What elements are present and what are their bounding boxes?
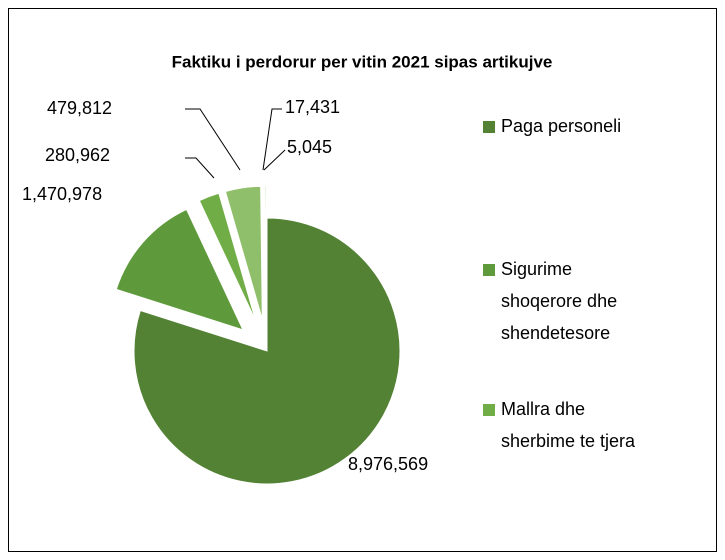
legend-label: Paga personeli (501, 116, 621, 136)
data-label: 1,470,978 (22, 184, 102, 204)
legend-swatch (483, 404, 495, 416)
legend-swatch (483, 121, 495, 133)
pie-slice (198, 192, 257, 322)
data-label: 280,962 (45, 145, 110, 165)
chart-title: Faktiku i perdorur per vitin 2021 sipas … (172, 52, 553, 71)
leader-line (185, 157, 215, 179)
pie-slice (115, 208, 244, 331)
pie-slice (133, 217, 401, 485)
data-label: 8,976,569 (348, 454, 428, 474)
legend-label: Mallra dhe sherbime te tjera (501, 399, 636, 451)
legend-label: Sigurime shoqerore dhe shendetesore (501, 259, 617, 343)
legend-swatch (483, 264, 495, 276)
data-label: 17,431 (285, 97, 340, 117)
leader-line (185, 108, 241, 171)
leader-line (262, 108, 282, 171)
data-label: 479,812 (47, 98, 112, 118)
leader-line (263, 149, 286, 171)
pie-slice (224, 185, 263, 320)
data-label: 5,045 (287, 137, 332, 157)
